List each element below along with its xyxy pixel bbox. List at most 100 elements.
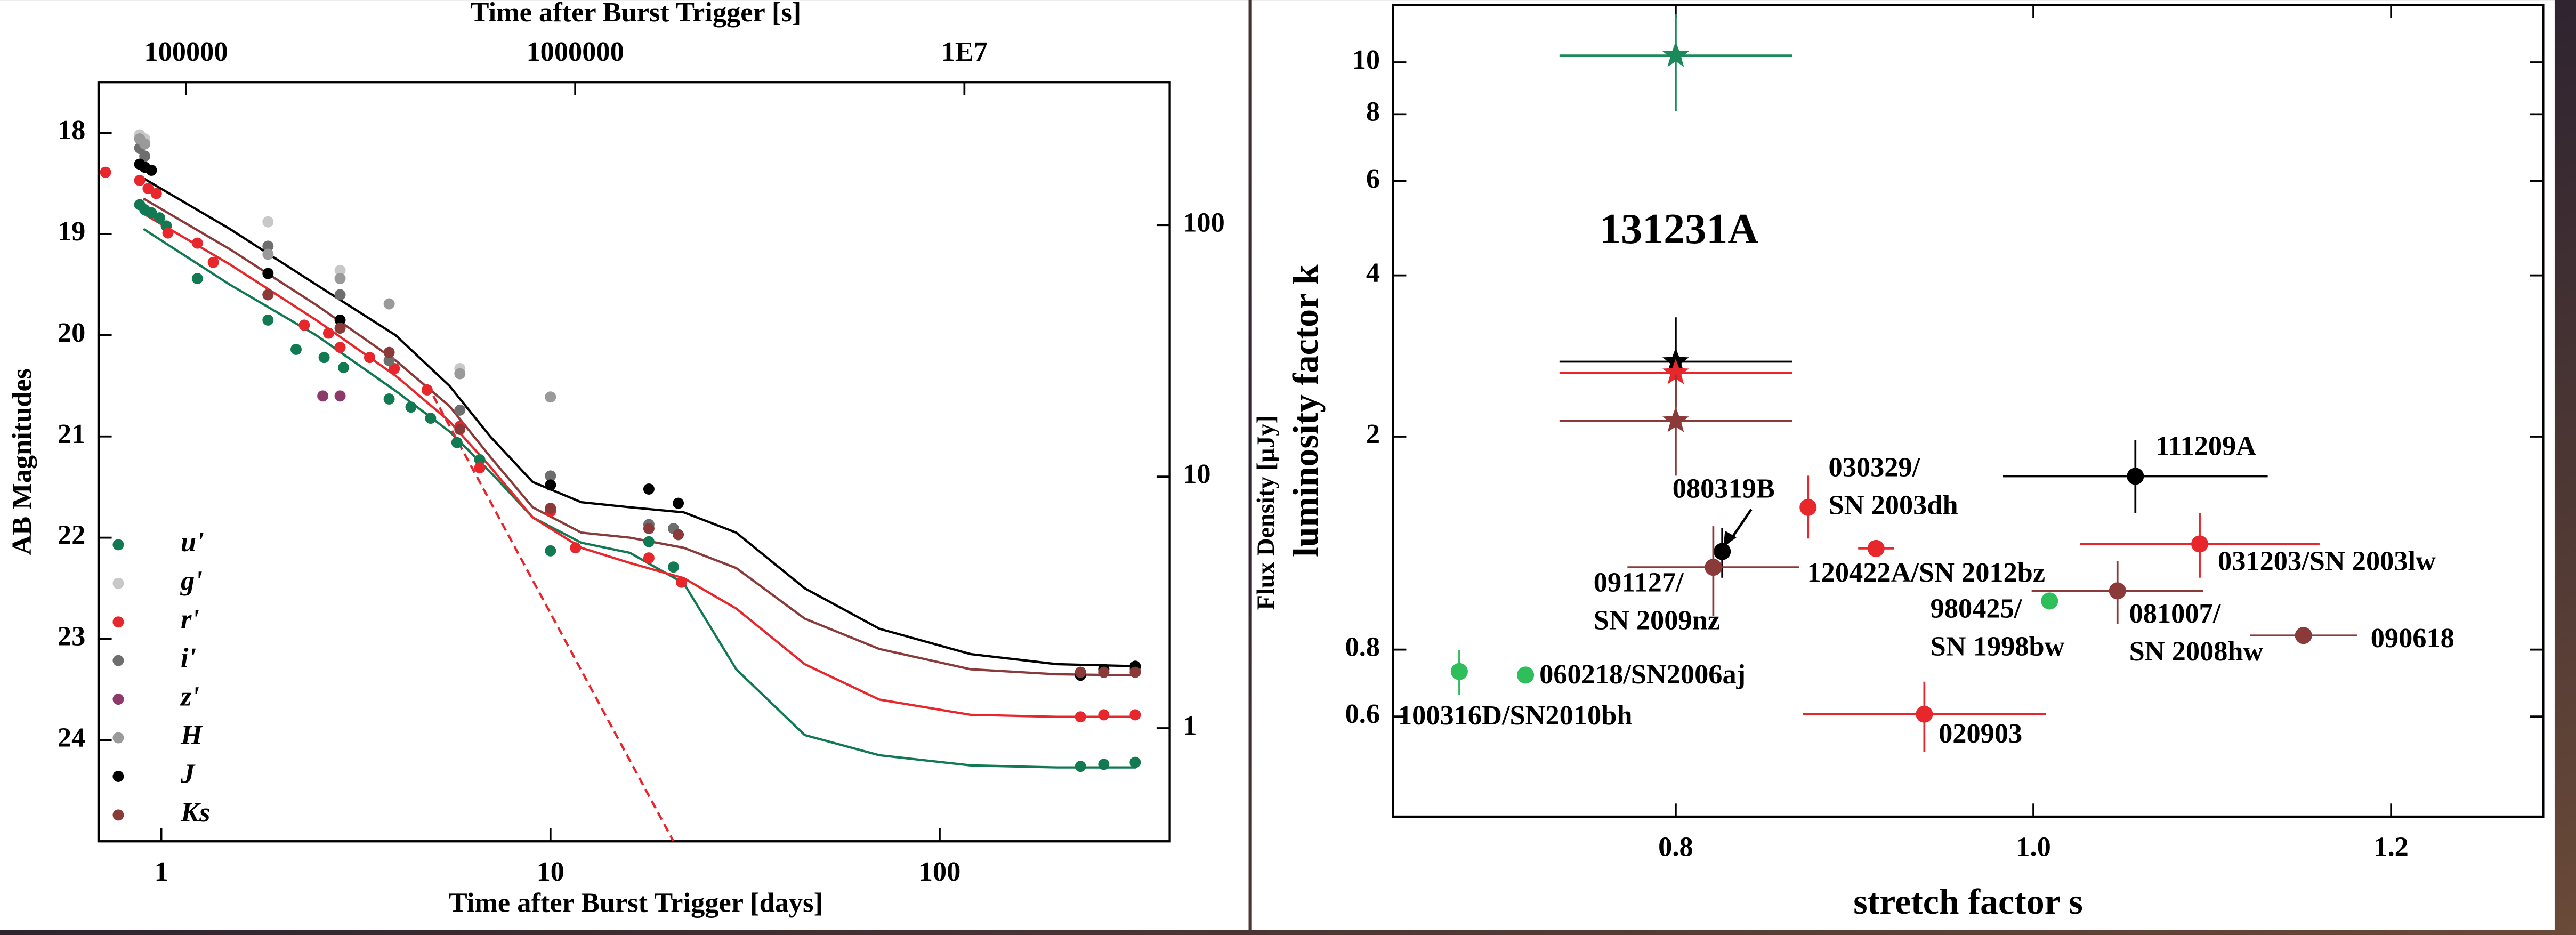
data-point	[262, 240, 274, 252]
point-label: 020903	[1939, 718, 2022, 749]
star-marker	[1662, 407, 1689, 432]
data-point	[162, 227, 174, 239]
x-axis-title: Time after Burst Trigger [days]	[449, 887, 823, 918]
top-tick-label: 1E7	[941, 36, 988, 67]
x-axis-title: stretch factor s	[1853, 882, 2082, 922]
point-marker	[1799, 498, 1817, 516]
annotation: 131231A	[1600, 206, 1758, 253]
data-point	[318, 352, 330, 364]
model-curve	[432, 395, 675, 842]
data-point	[191, 273, 203, 285]
legend-label: i'	[181, 642, 196, 673]
data-point	[262, 289, 274, 301]
data-point	[334, 323, 346, 334]
y2-axis-title: Flux Density [μJy]	[1252, 415, 1279, 610]
point-label: SN 2008hw	[2129, 636, 2264, 667]
data-point	[262, 216, 274, 228]
point-label: 080319B	[1673, 473, 1775, 504]
star-marker	[1662, 359, 1689, 384]
legend-label: g'	[180, 565, 203, 596]
point-label: 081007/	[2129, 598, 2222, 629]
data-point	[334, 264, 346, 276]
data-point	[643, 536, 655, 547]
data-point	[1098, 759, 1110, 770]
data-point	[334, 390, 346, 402]
y-tick-label: 0.8	[1345, 632, 1380, 663]
data-point	[262, 248, 274, 260]
legend-marker	[112, 577, 124, 589]
y-tick-label: 24	[58, 722, 85, 753]
legend-marker	[112, 694, 124, 705]
data-point	[643, 523, 655, 535]
y-tick-label: 18	[58, 115, 85, 146]
point-label: SN 2009nz	[1594, 604, 1720, 635]
data-point	[334, 314, 346, 326]
point-label: 120422A/SN 2012bz	[1807, 557, 2045, 588]
data-point	[1129, 709, 1141, 721]
data-point	[334, 273, 346, 285]
data-point	[383, 393, 395, 405]
data-point	[146, 207, 157, 219]
point-label: 090618	[2371, 623, 2454, 654]
data-point	[454, 368, 466, 380]
y-axis-title: AB Magnitudes	[6, 368, 37, 555]
data-point	[322, 327, 334, 339]
point-marker	[1705, 559, 1722, 576]
legend-marker	[112, 809, 124, 821]
pointer-arrow	[1729, 509, 1753, 542]
point-label: 980425/	[1931, 593, 2023, 624]
data-point	[154, 212, 165, 224]
x-tick-label: 0.8	[1658, 832, 1693, 863]
legend-label: H	[180, 720, 204, 751]
legend-label: u'	[181, 527, 204, 558]
y2-tick-label: 10	[1183, 458, 1210, 489]
y-tick-label: 6	[1366, 163, 1380, 194]
y-tick-label: 8	[1366, 96, 1380, 127]
data-point	[425, 413, 437, 424]
y-tick-label: 21	[58, 418, 85, 449]
top-axis-title: Time after Burst Trigger [s]	[471, 0, 802, 28]
point-label: 060218/SN2006aj	[1539, 659, 1746, 690]
point-label: 111209A	[2155, 431, 2256, 462]
data-point	[150, 188, 162, 199]
y-tick-label: 0.6	[1345, 698, 1380, 729]
x-tick-label: 1.0	[2016, 832, 2050, 863]
data-point	[298, 319, 310, 331]
data-point	[139, 138, 151, 150]
point-marker	[2041, 592, 2058, 610]
y2-tick-label: 100	[1183, 207, 1225, 238]
y-tick-label: 4	[1366, 257, 1380, 288]
data-point	[364, 352, 375, 364]
x-tick-label: 100	[919, 856, 961, 887]
point-marker	[2191, 535, 2209, 553]
legend-marker	[112, 770, 124, 782]
data-point	[207, 256, 219, 268]
data-point	[545, 479, 556, 491]
legend-label: J	[180, 758, 196, 789]
data-point	[421, 384, 433, 396]
right-plot-frame	[1392, 4, 2545, 818]
left-panel	[0, 0, 1249, 930]
model-curve	[143, 197, 1136, 677]
data-point	[142, 183, 154, 195]
point-marker	[2109, 582, 2126, 600]
point-label: 030329/	[1829, 452, 1921, 483]
data-point	[545, 545, 556, 557]
data-point	[383, 298, 395, 310]
data-point	[290, 343, 302, 355]
x-tick-label: 1.2	[2373, 832, 2408, 863]
data-point	[474, 454, 486, 465]
x-tick-label: 10	[537, 856, 564, 887]
left-plot-frame	[97, 81, 1171, 843]
model-curve	[143, 213, 1136, 718]
point-label: SN 1998bw	[1931, 631, 2065, 662]
y-tick-label: 22	[58, 520, 85, 551]
point-label: SN 2003dh	[1829, 490, 1958, 521]
data-point	[1075, 711, 1086, 723]
point-label: 100316D/SN2010bh	[1398, 700, 1632, 731]
data-point	[146, 164, 157, 176]
data-point	[454, 423, 466, 435]
point-marker	[2127, 468, 2144, 485]
pointer-arrowhead	[1723, 530, 1737, 547]
